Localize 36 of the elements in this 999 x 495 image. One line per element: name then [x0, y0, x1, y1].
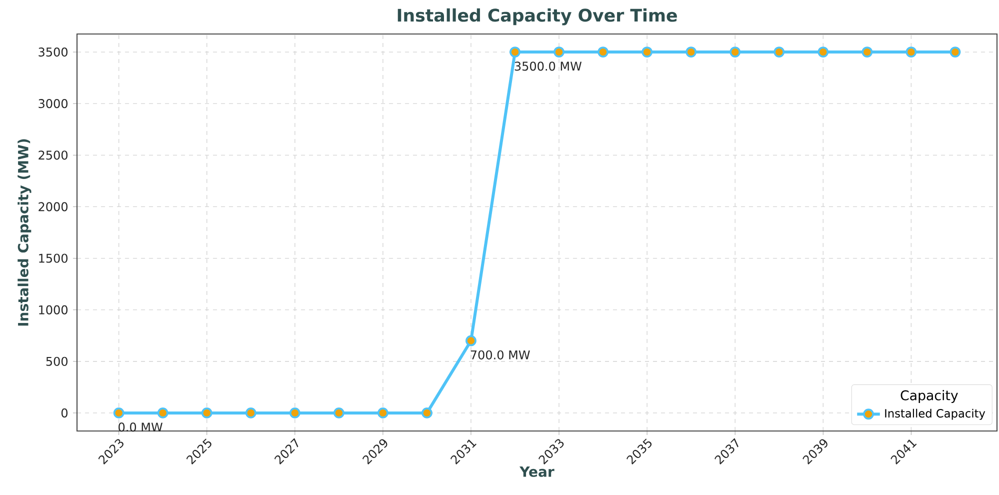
point [554, 46, 564, 58]
point [598, 46, 608, 58]
annotation: 0.0 MW [118, 422, 162, 432]
y-tick-label: 0 [61, 408, 68, 418]
y-tick-label: 3500 [38, 48, 68, 57]
point [466, 335, 476, 346]
point [818, 46, 829, 58]
point [421, 407, 432, 418]
point [730, 46, 741, 58]
point [113, 407, 124, 418]
point [157, 407, 168, 418]
legend-label: Installed Capacity [885, 408, 986, 420]
chart-title: Installed Capacity Over Time [398, 8, 677, 26]
point [906, 46, 917, 58]
y-tick-label: 500 [46, 356, 68, 366]
y-tick-label: 1000 [39, 305, 68, 314]
point [333, 407, 344, 418]
point [862, 46, 873, 58]
legend-title: Capacity [900, 390, 958, 403]
y-tick-label: 1500 [39, 254, 68, 263]
point [510, 46, 520, 58]
point [201, 407, 212, 418]
point [774, 46, 785, 58]
y-tick-label: 3000 [38, 99, 68, 108]
point [377, 407, 388, 418]
point [289, 407, 300, 418]
x-axis-title: Year [520, 466, 554, 477]
y-axis-title: Installed Capacity (MW) [18, 139, 32, 326]
point [245, 407, 256, 418]
annotation: 700.0 MW [470, 350, 530, 360]
y-tick-label: 2500 [38, 150, 68, 160]
y-tick-label: 2000 [38, 202, 68, 212]
point [642, 46, 653, 58]
annotation: 3500.0 MW [514, 62, 582, 71]
point [950, 46, 961, 58]
point [686, 46, 697, 58]
